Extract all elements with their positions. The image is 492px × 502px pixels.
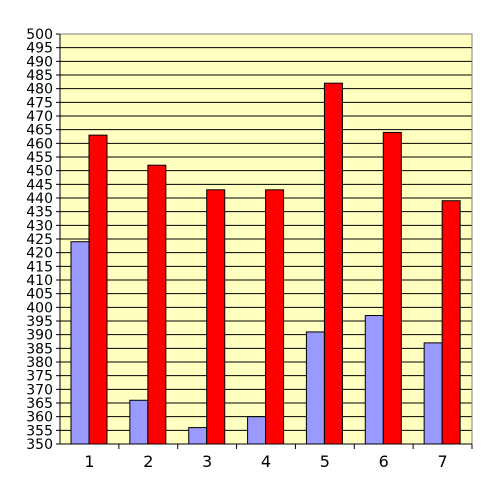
bar-series2-5 [323,82,343,445]
y-tick-label: 380 [26,355,53,371]
x-tick-label: 1 [84,452,94,471]
y-tick-label: 395 [26,314,53,330]
y-tick-label: 435 [26,205,53,221]
bar-series2-2 [147,164,167,445]
y-axis-ticks: 3503553603653703753803853903954004054104… [26,27,60,453]
y-tick-label: 490 [26,54,53,70]
y-tick-label: 425 [26,232,53,248]
y-tick-label: 430 [26,218,53,234]
y-tick-label: 420 [26,246,53,262]
bar-series2-1 [88,134,108,445]
y-tick-label: 355 [26,423,53,439]
y-tick-label: 450 [26,164,53,180]
bar-series1-4 [247,416,267,445]
y-tick-label: 500 [26,27,53,43]
bar-series1-1 [70,241,90,445]
y-tick-label: 460 [26,136,53,152]
y-tick-label: 385 [26,341,53,357]
bar-series2-7 [441,200,461,445]
y-tick-label: 440 [26,191,53,207]
x-tick-label: 5 [320,452,330,471]
bar-series1-3 [188,427,208,445]
y-tick-label: 480 [26,82,53,98]
bar-series1-5 [305,331,325,445]
y-tick-label: 465 [26,123,53,139]
y-tick-label: 445 [26,177,53,193]
y-tick-label: 390 [26,328,53,344]
x-tick-label: 3 [202,452,212,471]
x-axis-ticks: 1 2 3 4 5 6 7 [84,444,473,471]
y-tick-label: 470 [26,109,53,125]
y-tick-label: 370 [26,382,53,398]
y-tick-label: 415 [26,259,53,275]
y-tick-label: 360 [26,410,53,426]
bar-series2-3 [206,189,226,445]
bar-series1-2 [129,399,149,445]
y-tick-label: 485 [26,68,53,84]
bar-series2-6 [382,131,402,445]
bar-series1-7 [423,342,443,445]
y-tick-label: 475 [26,95,53,111]
x-tick-label: 7 [437,452,447,471]
y-tick-label: 365 [26,396,53,412]
y-tick-label: 400 [26,300,53,316]
y-tick-label: 350 [26,437,53,453]
x-tick-label: 6 [379,452,389,471]
y-tick-label: 405 [26,287,53,303]
y-tick-label: 455 [26,150,53,166]
y-tick-label: 495 [26,41,53,57]
y-tick-label: 375 [26,369,53,385]
x-tick-label: 4 [261,452,271,471]
bar-series1-6 [364,315,384,445]
x-tick-label: 2 [143,452,153,471]
bar-series2-4 [265,189,285,445]
y-tick-label: 410 [26,273,53,289]
